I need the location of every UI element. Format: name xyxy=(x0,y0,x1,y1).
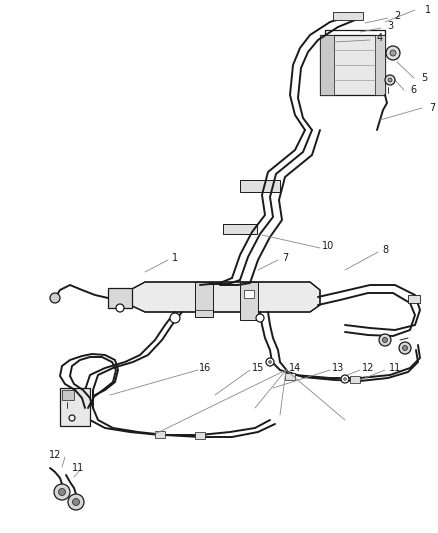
Polygon shape xyxy=(130,282,320,312)
Text: 12: 12 xyxy=(49,450,61,460)
Bar xyxy=(62,390,74,400)
Circle shape xyxy=(73,498,80,505)
Circle shape xyxy=(170,313,180,323)
Text: 5: 5 xyxy=(421,73,427,83)
Bar xyxy=(408,295,420,303)
Circle shape xyxy=(403,345,407,351)
Text: 2: 2 xyxy=(394,11,400,21)
Text: 1: 1 xyxy=(425,5,431,15)
Circle shape xyxy=(256,314,264,322)
Circle shape xyxy=(379,334,391,346)
Bar xyxy=(195,432,205,439)
Circle shape xyxy=(386,46,400,60)
Circle shape xyxy=(50,293,60,303)
Circle shape xyxy=(69,415,75,421)
Text: 15: 15 xyxy=(252,363,264,373)
Text: 7: 7 xyxy=(429,103,435,113)
Bar xyxy=(155,431,165,438)
Circle shape xyxy=(68,494,84,510)
Bar xyxy=(375,35,385,95)
Circle shape xyxy=(341,375,349,383)
Circle shape xyxy=(390,50,396,56)
Text: 14: 14 xyxy=(289,363,301,373)
Circle shape xyxy=(343,377,346,381)
Text: 16: 16 xyxy=(199,363,211,373)
Bar xyxy=(320,35,385,95)
Circle shape xyxy=(268,360,272,364)
Circle shape xyxy=(385,75,395,85)
Bar xyxy=(350,376,360,383)
Bar xyxy=(285,373,295,380)
Text: 1: 1 xyxy=(172,253,178,263)
Text: 12: 12 xyxy=(362,363,374,373)
Bar xyxy=(320,35,334,95)
Bar xyxy=(195,282,213,317)
Circle shape xyxy=(54,484,70,500)
Text: 8: 8 xyxy=(382,245,388,255)
Circle shape xyxy=(388,78,392,82)
Text: 6: 6 xyxy=(410,85,416,95)
Bar xyxy=(240,180,280,192)
Text: 13: 13 xyxy=(332,363,344,373)
Circle shape xyxy=(266,358,274,366)
Bar xyxy=(108,288,132,308)
Bar xyxy=(60,388,90,426)
Bar xyxy=(333,12,363,20)
Circle shape xyxy=(59,489,66,496)
Text: 4: 4 xyxy=(377,33,383,43)
Circle shape xyxy=(399,342,411,354)
Text: 11: 11 xyxy=(72,463,84,473)
Circle shape xyxy=(382,337,388,343)
Text: 11: 11 xyxy=(389,363,401,373)
Bar xyxy=(223,224,257,234)
Text: 10: 10 xyxy=(322,241,334,251)
Circle shape xyxy=(116,304,124,312)
Bar xyxy=(244,290,254,298)
Text: 3: 3 xyxy=(387,21,393,31)
Text: 7: 7 xyxy=(282,253,288,263)
Bar xyxy=(240,282,258,320)
